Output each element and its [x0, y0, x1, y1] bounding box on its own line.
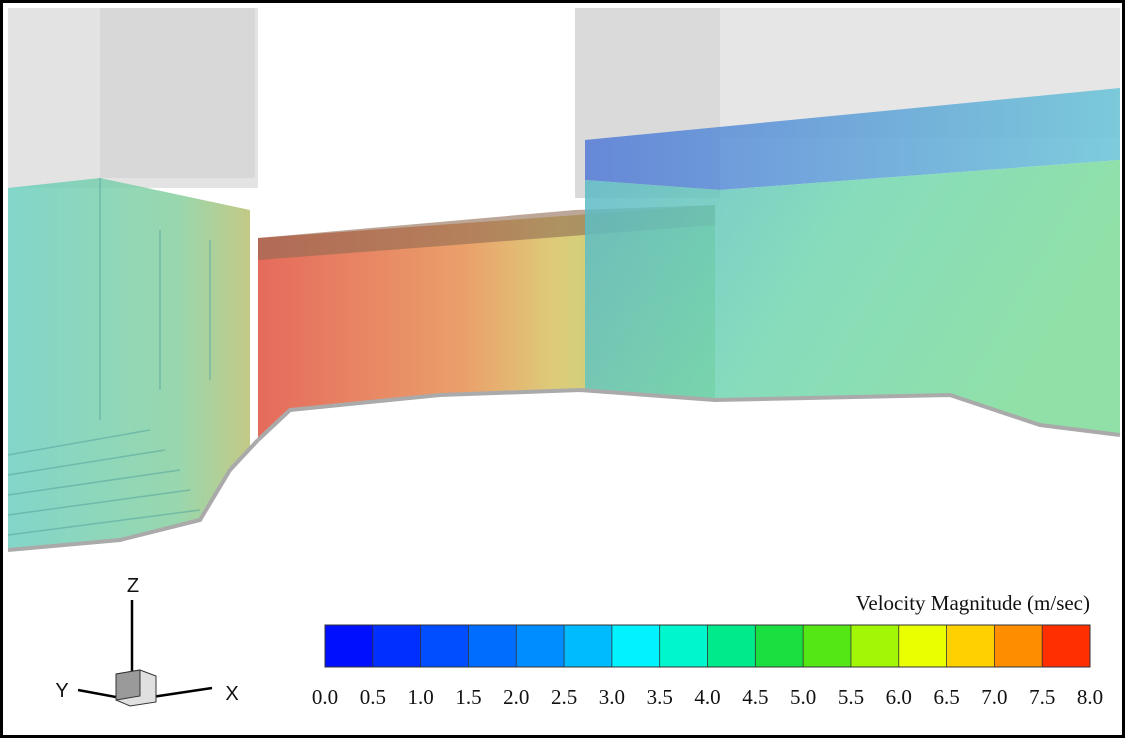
tick-label: 4.5: [742, 685, 768, 709]
visualization: Velocity Magnitude (m/sec) 0.0 0.5 1.0 1.5 2…: [0, 0, 1125, 738]
colorbar: 0.0 0.5 1.0 1.5 2.0 2.5 3.0 3.5 4.0 4.5 5.0 5.5 6.0 6…: [312, 625, 1103, 709]
color-band: [468, 625, 516, 667]
x-label: X: [225, 683, 238, 705]
right-water: [585, 160, 1120, 435]
color-band: [947, 625, 995, 667]
tick-label: 5.5: [838, 685, 864, 709]
colorbar-title: Velocity Magnitude (m/sec): [856, 591, 1090, 615]
color-band: [564, 625, 612, 667]
tick-label: 3.0: [599, 685, 625, 709]
color-band: [851, 625, 899, 667]
color-band: [803, 625, 851, 667]
triad-cube-side: [116, 670, 140, 700]
tick-label: 3.5: [647, 685, 673, 709]
y-label: Y: [55, 680, 68, 702]
tick-label: 7.0: [981, 685, 1007, 709]
tick-label: 4.0: [694, 685, 720, 709]
tick-label: 8.0: [1077, 685, 1103, 709]
tick-label: 6.5: [933, 685, 959, 709]
color-band: [612, 625, 660, 667]
tick-label: 0.5: [360, 685, 386, 709]
tick-label: 6.0: [886, 685, 912, 709]
left-wall-face: [100, 8, 255, 178]
z-label: Z: [127, 575, 139, 597]
color-band: [755, 625, 803, 667]
tick-label: 0.0: [312, 685, 338, 709]
tick-label: 2.5: [551, 685, 577, 709]
color-band: [899, 625, 947, 667]
tick-label: 2.0: [503, 685, 529, 709]
color-band: [325, 625, 373, 667]
color-band: [421, 625, 469, 667]
color-band: [516, 625, 564, 667]
color-band: [1042, 625, 1090, 667]
color-band: [660, 625, 708, 667]
tick-label: 1.5: [455, 685, 481, 709]
tick-label: 7.5: [1029, 685, 1055, 709]
tick-label: 1.0: [408, 685, 434, 709]
tick-label: 5.0: [790, 685, 816, 709]
color-band: [373, 625, 421, 667]
color-band: [994, 625, 1042, 667]
color-band: [708, 625, 756, 667]
